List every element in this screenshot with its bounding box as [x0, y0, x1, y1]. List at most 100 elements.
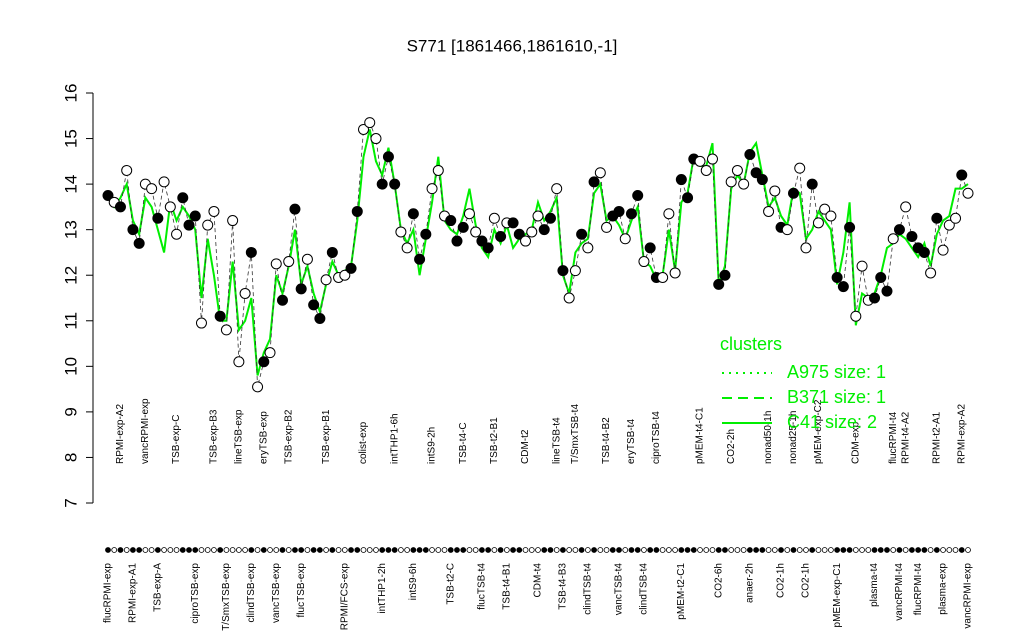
rug-dot [553, 547, 560, 553]
rug-dot [560, 547, 566, 553]
data-point [638, 256, 650, 268]
rug-dot [248, 547, 255, 553]
rug-dot [354, 547, 361, 553]
rug-dot [902, 547, 909, 553]
y-tick-label: 9 [61, 407, 80, 416]
rug-dot [659, 547, 666, 553]
x-label: eryTSB-exp [258, 411, 269, 464]
rug-dot [927, 547, 934, 553]
rug-dot [572, 547, 579, 553]
rug-dot [728, 547, 735, 553]
data-point [931, 212, 943, 224]
data-point [414, 253, 426, 265]
rug-dot [827, 547, 834, 553]
data-point [276, 294, 288, 306]
x-label: pMEM-exp-C1 [832, 563, 843, 628]
rug-dot [528, 547, 535, 553]
rug-dot [310, 547, 317, 553]
x-label: pMEM-t4-C1 [695, 407, 706, 464]
rug-dot [329, 547, 336, 553]
data-point [588, 176, 600, 188]
data-point [295, 283, 307, 295]
x-label: CO2-1h [776, 563, 787, 598]
rug-dot [672, 547, 679, 553]
x-label: pMEM-exp-C2 [813, 399, 824, 464]
rug-dot [946, 547, 953, 553]
rug-dot [366, 547, 373, 553]
x-label: anaer-2h [745, 563, 756, 603]
data-point [252, 381, 264, 393]
data-point [189, 210, 201, 222]
data-point [806, 178, 818, 190]
data-point [451, 235, 463, 247]
rug-dot [915, 547, 922, 553]
rug-dot [921, 547, 928, 553]
data-point [794, 162, 806, 174]
x-label: TSB-exp-B1 [321, 409, 332, 464]
data-point [725, 176, 737, 188]
rug-dot [416, 547, 423, 553]
rug-dot [404, 547, 411, 553]
x-label: TSB-exp-B2 [283, 409, 294, 464]
rug-dot [422, 547, 429, 553]
rug-dot [279, 547, 286, 553]
x-label: flucRPMI-t4 [888, 411, 899, 464]
data-point [682, 192, 694, 204]
x-label: vancRPMI-t4 [894, 563, 905, 621]
data-point [245, 246, 257, 258]
data-point [625, 208, 637, 220]
data-point [619, 233, 631, 245]
rug-dot [130, 547, 136, 553]
rug-dot [740, 547, 747, 553]
data-point [457, 221, 469, 233]
data-point [750, 167, 762, 179]
data-point [856, 260, 868, 272]
data-point [507, 217, 519, 229]
data-point [719, 269, 731, 281]
rug-dot [491, 547, 498, 553]
data-point [395, 226, 407, 238]
data-point [121, 164, 133, 176]
rug-dot [379, 547, 386, 553]
rug-dot [447, 547, 454, 553]
rug-dot [335, 547, 342, 553]
data-point [426, 183, 438, 195]
rug-dot [360, 547, 367, 553]
rug-dot [647, 547, 654, 553]
data-point [127, 224, 139, 236]
rug-dot [566, 547, 573, 553]
data-point [569, 265, 581, 277]
data-point [837, 281, 849, 293]
data-point [551, 183, 563, 195]
data-point [962, 187, 974, 199]
x-label: TSB-exp-A [152, 563, 163, 612]
rug-dot [834, 547, 841, 553]
data-point [283, 256, 295, 268]
rug-dot [952, 547, 959, 553]
data-point [850, 310, 862, 322]
rug-dot [877, 547, 884, 553]
rug-dot [497, 547, 504, 553]
profile-line [107, 121, 969, 387]
rug-dot [622, 547, 629, 553]
x-label: CO2-1h [801, 563, 812, 598]
data-point [532, 210, 544, 222]
rug-dot [846, 547, 853, 553]
rug-dot [304, 547, 311, 553]
x-label: TSB-exp-B3 [209, 409, 220, 464]
rug-dot [859, 547, 865, 553]
data-point [601, 221, 613, 233]
data-point [320, 274, 332, 286]
rug-dot [715, 547, 722, 553]
data-point [831, 272, 843, 283]
rug-dot [871, 547, 878, 553]
x-label: flucRPMI-exp [103, 563, 114, 623]
y-tick-label: 14 [61, 175, 80, 194]
data-point [706, 153, 718, 165]
rug-dot [223, 547, 230, 553]
x-label: ciproTSB-exp [190, 563, 201, 624]
rug-dot [746, 547, 753, 553]
rug-dot [242, 547, 249, 553]
data-point [432, 164, 444, 176]
